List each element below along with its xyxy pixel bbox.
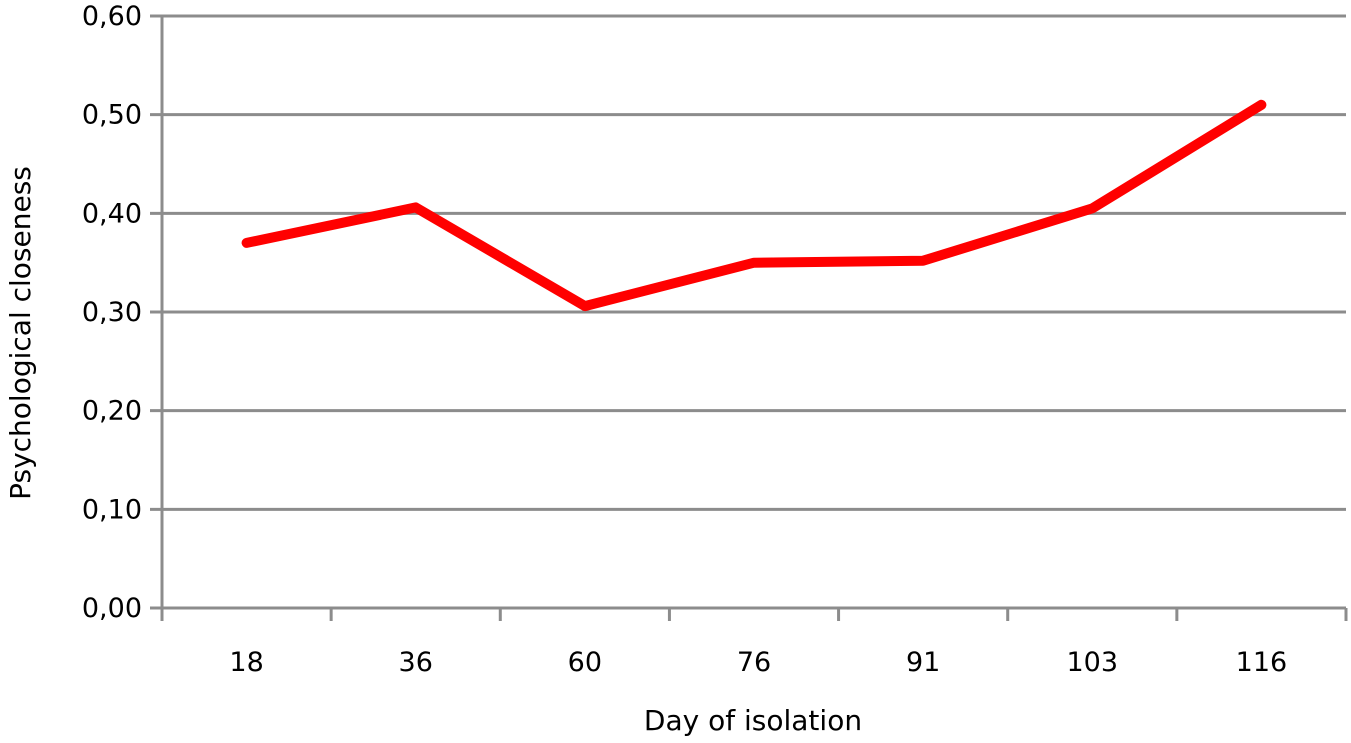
series [241, 99, 1267, 312]
x-tick-label: 116 [1236, 647, 1288, 678]
y-tick-label: 0,30 [82, 297, 142, 328]
axes [150, 16, 1348, 621]
x-tick-labels: 18 36 60 76 91 103 116 [229, 647, 1287, 678]
y-axis-title: Psychological closeness [4, 166, 37, 500]
y-tick-label: 0,20 [82, 396, 142, 427]
y-tick-label: 0,00 [82, 593, 142, 624]
y-tick-label: 0,50 [82, 100, 142, 131]
x-tick-label: 103 [1067, 647, 1119, 678]
x-tick-label: 18 [229, 647, 263, 678]
x-tick-label: 91 [906, 647, 940, 678]
x-tick-label: 36 [399, 647, 433, 678]
gridlines [150, 14, 1346, 511]
y-tick-label: 0,40 [82, 198, 142, 229]
series-line [241, 99, 1267, 312]
x-tick-label: 60 [568, 647, 602, 678]
x-tick-label: 76 [737, 647, 771, 678]
y-tick-labels: 0,00 0,10 0,20 0,30 0,40 0,50 0,60 [82, 1, 142, 624]
y-tick-label: 0,10 [82, 494, 142, 525]
x-axis-title: Day of isolation [644, 704, 862, 737]
y-tick-label: 0,60 [82, 1, 142, 32]
